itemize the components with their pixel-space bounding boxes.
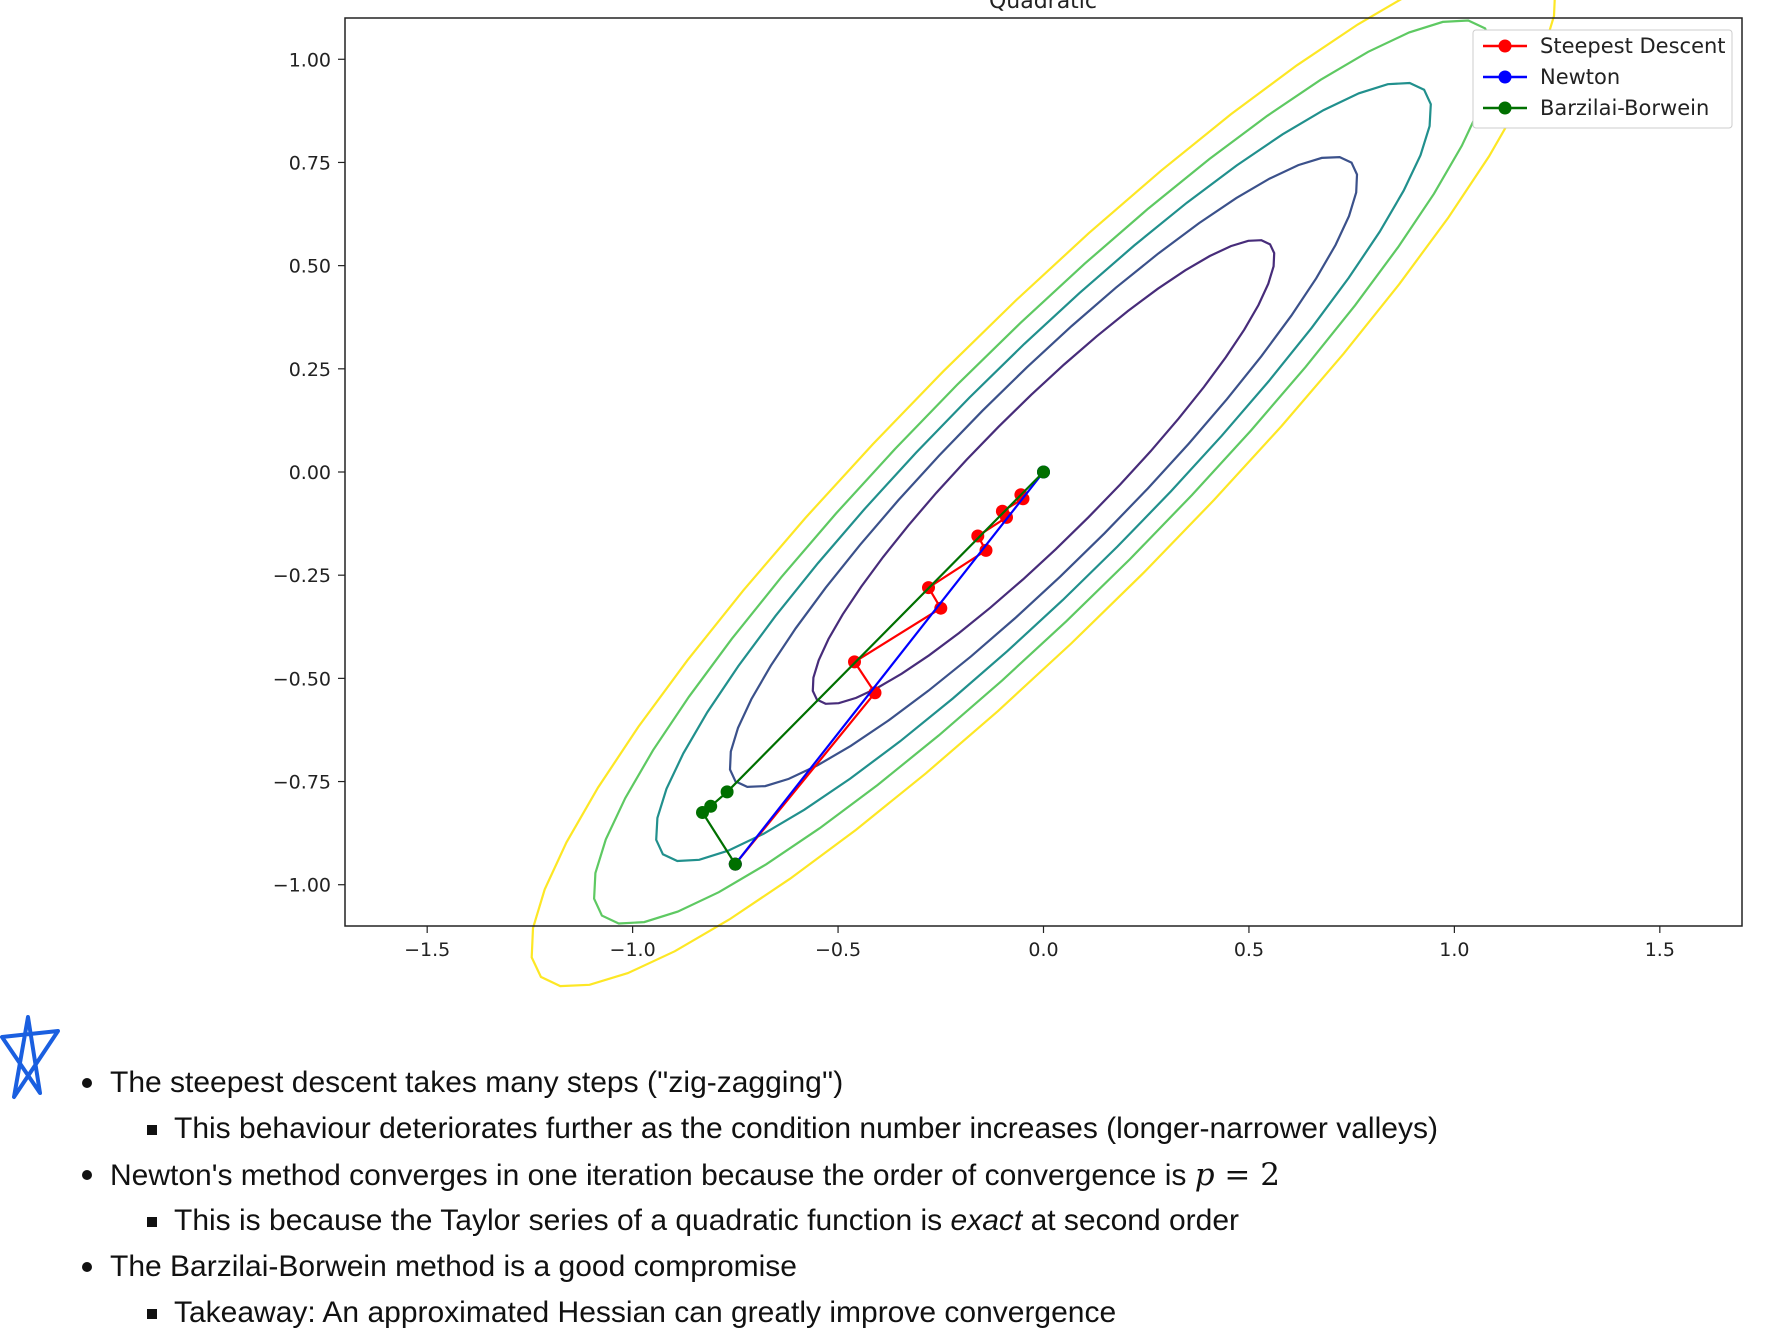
contour-lines [530, 0, 1556, 988]
x-tick-label: 0.5 [1234, 939, 1264, 961]
legend-label: Newton [1540, 65, 1620, 89]
contour-line-3 [655, 81, 1432, 863]
legend-marker [1498, 39, 1512, 53]
data-point [979, 543, 993, 557]
contour-plot: −1.5 −1.0 −0.5 0.0 0.5 1.0 1.5 1.00 0.75 0.50 0.25… [273, 0, 1743, 988]
list-item: Takeaway: An approximated Hessian can gr… [80, 1290, 1730, 1336]
series-line [734, 471, 1045, 865]
legend-marker [1498, 70, 1512, 84]
y-tick-label: −0.50 [273, 668, 331, 690]
y-tick-label: 1.00 [289, 49, 331, 71]
legend-box [1472, 29, 1733, 129]
legend-label: Barzilai-Borwein [1540, 96, 1709, 120]
list-item: The steepest descent takes many steps ('… [80, 1060, 1730, 1106]
legend-item: Newton [1483, 65, 1620, 89]
x-tick-label: 1.5 [1645, 939, 1675, 961]
optimizer-paths [696, 465, 1050, 871]
y-tick-label: 0.75 [289, 152, 331, 174]
y-tick-label: 0.50 [289, 256, 331, 278]
data-point [971, 529, 985, 543]
y-tick-label: −0.25 [273, 565, 331, 587]
contour-line-4 [592, 19, 1495, 925]
legend-label: Steepest Descent [1540, 34, 1726, 58]
data-point [995, 504, 1009, 518]
series-newton [728, 465, 1050, 871]
contour-line-5 [530, 0, 1556, 988]
star-icon [0, 1015, 60, 1099]
data-point [728, 857, 742, 871]
series-barzilai-borwein [696, 465, 1050, 871]
data-point [720, 785, 734, 799]
y-tick-label: −0.75 [273, 772, 331, 794]
x-tick-label: −1.5 [404, 939, 450, 961]
y-tick-label: 0.00 [289, 462, 331, 484]
contour-line-2 [728, 155, 1359, 789]
data-point [1037, 465, 1050, 479]
legend: Steepest Descent Newton Barzilai-Borwein [1472, 29, 1733, 129]
x-tick-label: 1.0 [1439, 939, 1469, 961]
legend-item: Steepest Descent [1483, 34, 1726, 58]
y-tick-label: −1.00 [273, 875, 331, 897]
chart-title: Quadratic [989, 0, 1097, 14]
list-item: Newton's method converges in one iterati… [80, 1152, 1730, 1198]
list-item: This behaviour deteriorates further as t… [80, 1106, 1730, 1152]
list-item: This is because the Taylor series of a q… [80, 1198, 1730, 1244]
y-tick-label: 0.25 [289, 359, 331, 381]
axis-ticks: −1.5 −1.0 −0.5 0.0 0.5 1.0 1.5 1.00 0.75 0.50 0.25… [273, 49, 1675, 961]
x-tick-label: −1.0 [610, 939, 656, 961]
list-item: The Barzilai-Borwein method is a good co… [80, 1244, 1730, 1290]
x-tick-label: −0.5 [815, 939, 861, 961]
notes-list: The steepest descent takes many steps ('… [80, 1060, 1730, 1336]
legend-marker [1498, 101, 1512, 115]
math-expression: p = 2 [1194, 1157, 1280, 1193]
legend-item: Barzilai-Borwein [1483, 96, 1709, 120]
data-point [704, 799, 718, 813]
x-tick-label: 0.0 [1028, 939, 1058, 961]
data-point [934, 601, 948, 615]
